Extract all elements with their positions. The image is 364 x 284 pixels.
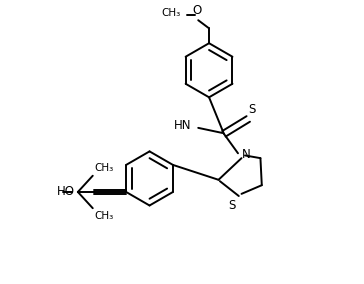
Text: HN: HN: [174, 119, 191, 132]
Text: HO: HO: [57, 185, 75, 199]
Text: CH₃: CH₃: [94, 211, 113, 221]
Text: S: S: [228, 199, 235, 212]
Text: O: O: [192, 4, 202, 17]
Text: CH₃: CH₃: [94, 163, 113, 173]
Text: N: N: [242, 148, 251, 160]
Text: CH₃: CH₃: [161, 9, 181, 18]
Text: S: S: [249, 103, 256, 116]
